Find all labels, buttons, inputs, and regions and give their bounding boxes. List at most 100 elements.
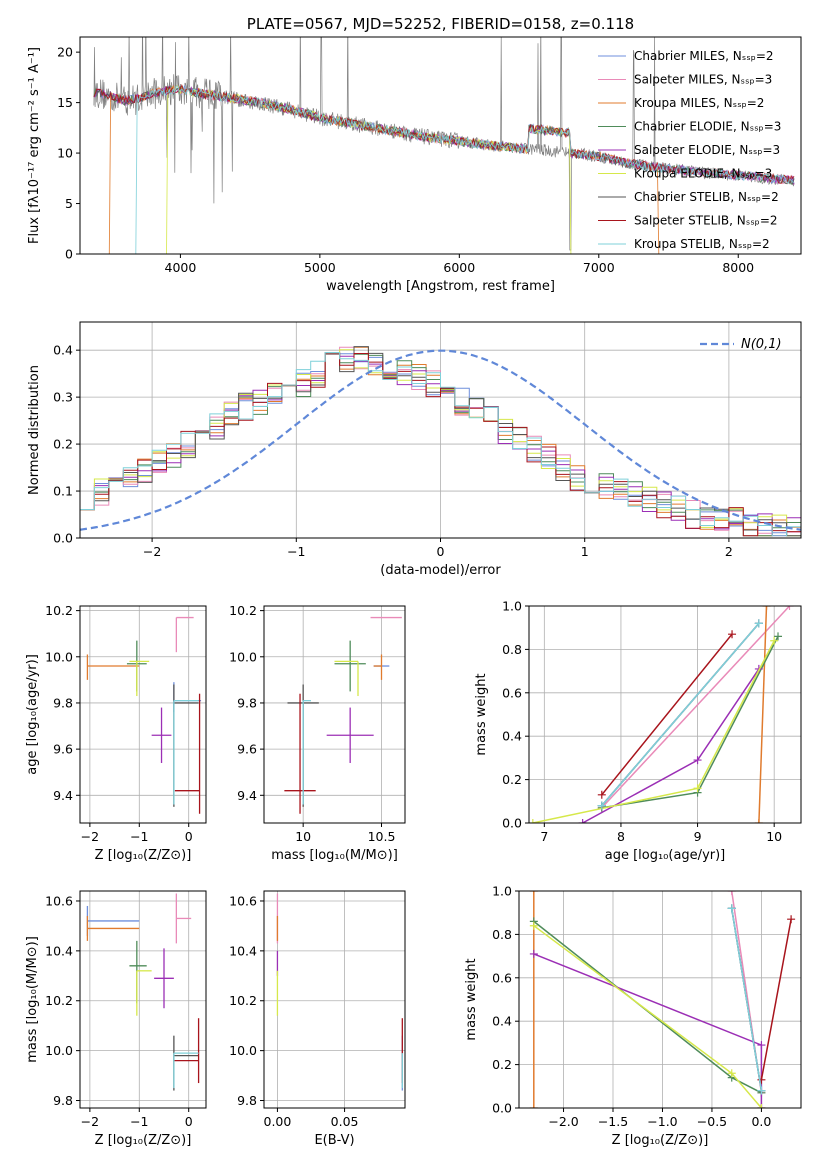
x-axis-label: Z [log₁₀(Z/Z⊙)] — [95, 1133, 192, 1148]
errorbar-salpeter-elodie — [154, 948, 174, 1009]
x-tick-label: 4000 — [165, 260, 197, 275]
axes: 4000 5000 6000 7000 8000 0 5 10 15 20 wavelength [… — [27, 15, 802, 294]
axes-frame — [518, 890, 802, 1109]
axes: −2 −1 0 9.8 10.0 10.2 10.4 10.6 Z [log₁₀(Z/Z⊙)] m… — [25, 890, 207, 1148]
x-tick-label: 8000 — [722, 260, 754, 275]
weight-marker — [770, 636, 779, 645]
weight-path — [533, 925, 762, 1108]
y-axis-label: age [log₁₀(age/yr)] — [25, 654, 40, 775]
weight-line-chabrier-elodie — [529, 917, 766, 1097]
legend: N(0,1) — [700, 337, 782, 352]
legend-entry: Salpeter MILES, Nₛₛₚ=3 — [634, 73, 772, 87]
plot-area — [86, 616, 202, 814]
y-axis-label: Flux [fλ10⁻¹⁷ erg cm⁻² s⁻¹ A⁻¹] — [27, 47, 42, 244]
legend-entry: Kroupa ELODIE, Nₛₛₚ=3 — [634, 167, 772, 181]
x-axis-label: age [log₁₀(age/yr)] — [605, 848, 726, 863]
axes-frame — [79, 890, 207, 1109]
y-tick-label: 0.6 — [502, 685, 522, 700]
weight-line-kroupa-miles — [754, 606, 771, 823]
axes-frame — [263, 890, 406, 1109]
x-tick-label: 0.0 — [751, 1114, 771, 1129]
x-tick-label: 0 — [437, 544, 445, 559]
model-spectrum-kroupa-stelib — [93, 85, 795, 254]
errorbar-salpeter-miles — [175, 616, 194, 653]
panel-0: 4000 5000 6000 7000 8000 0 5 10 15 20 wavelength [… — [27, 15, 802, 294]
legend-entry: Chabrier ELODIE, Nₛₛₚ=3 — [634, 120, 781, 134]
y-tick-label: 10.4 — [45, 943, 73, 958]
weight-line-kroupa-elodie — [529, 636, 779, 823]
weight-marker — [757, 1075, 766, 1084]
errorbar-salpeter-stelib — [284, 693, 316, 814]
weight-marker — [757, 1104, 766, 1108]
panel-1: −2 −1 0 1 2 0.0 0.1 0.2 0.3 0.4 (data-model)/error… — [27, 321, 802, 578]
axes-frame — [528, 605, 802, 824]
weight-marker — [757, 1086, 766, 1095]
y-tick-label: 0.6 — [492, 970, 512, 985]
weight-marker — [578, 819, 587, 823]
weight-marker — [727, 1069, 736, 1078]
y-tick-label: 1.0 — [492, 884, 512, 899]
legend-entry: Kroupa STELIB, Nₛₛₚ=2 — [634, 237, 770, 251]
weight-marker — [727, 904, 736, 913]
y-tick-label: 0.2 — [492, 1057, 512, 1072]
weight-line-kroupa-stelib — [597, 619, 763, 810]
weight-marker — [529, 891, 538, 895]
errorbar-salpeter-stelib — [173, 1018, 200, 1084]
weight-path — [601, 633, 733, 796]
plot-area — [529, 891, 796, 1108]
x-tick-label: 5000 — [304, 260, 336, 275]
x-tick-label: 10 — [766, 829, 782, 844]
axes: −2.0 −1.5 −1.0 −0.5 0.0 0.0 0.2 0.4 0.6 0.8 1.0 Z [… — [464, 884, 802, 1148]
errorbar-kroupa-miles — [373, 654, 383, 680]
panel-3: 10 10.5 9.4 9.6 9.8 10.0 10.2 mass [log₁₀(M/M⊙)… — [229, 603, 406, 863]
axes: 0.00 0.05 9.8 10.0 10.2 10.4 10.6 E(B-V) — [229, 890, 406, 1148]
weight-marker — [529, 1104, 538, 1108]
x-tick-label: 0 — [185, 829, 193, 844]
panel-4: 7 8 9 10 0.0 0.2 0.4 0.6 0.8 1.0 age [log₁₀(age/yr… — [474, 599, 802, 863]
weight-marker — [787, 915, 796, 924]
x-tick-label: 1 — [581, 544, 589, 559]
y-tick-label: 9.6 — [237, 742, 257, 757]
y-tick-label: 10.4 — [229, 943, 257, 958]
weight-line-salpeter-elodie — [578, 664, 763, 823]
axes: 7 8 9 10 0.0 0.2 0.4 0.6 0.8 1.0 age [log₁₀(age/yr… — [474, 599, 802, 863]
x-axis-label: mass [log₁₀(M/M⊙)] — [271, 848, 398, 863]
errorbar-kroupa-elodie — [136, 970, 152, 1016]
y-tick-label: 0.1 — [53, 484, 73, 499]
grid — [264, 891, 405, 1108]
plot-area — [284, 616, 402, 814]
grid — [80, 606, 206, 823]
errorbar-kroupa-elodie — [129, 660, 150, 697]
y-tick-label: 9.8 — [53, 1093, 73, 1108]
x-tick-label: −1 — [130, 829, 148, 844]
errorbar-kroupa-miles — [86, 915, 140, 941]
errorbar-salpeter-elodie — [151, 707, 172, 763]
y-tick-label: 10.6 — [45, 893, 73, 908]
weight-marker — [597, 790, 606, 799]
x-tick-label: 7 — [540, 829, 548, 844]
y-tick-label: 0.0 — [492, 1101, 512, 1116]
errorbar-salpeter-stelib — [174, 693, 201, 814]
weight-marker — [728, 630, 737, 639]
y-tick-label: 10.2 — [45, 993, 73, 1008]
y-tick-label: 20 — [57, 45, 73, 60]
y-tick-label: 10 — [57, 146, 73, 161]
y-tick-label: 9.6 — [53, 742, 73, 757]
weight-marker — [754, 819, 763, 823]
y-tick-label: 10.0 — [229, 1043, 257, 1058]
x-tick-label: 7000 — [583, 260, 615, 275]
y-tick-label: 0.8 — [492, 927, 512, 942]
legend-entry: Salpeter STELIB, Nₛₛₚ=2 — [634, 214, 778, 228]
gaussian-curve — [80, 349, 801, 531]
panel-7: −2.0 −1.5 −1.0 −0.5 0.0 0.0 0.2 0.4 0.6 0.8 1.0 Z [… — [464, 884, 802, 1148]
y-tick-label: 0.4 — [53, 343, 73, 358]
y-tick-label: 15 — [57, 95, 73, 110]
y-tick-label: 9.4 — [53, 788, 73, 803]
y-axis-label: Normed distribution — [27, 365, 42, 495]
weight-line-salpeter-stelib — [597, 630, 737, 799]
x-tick-label: 6000 — [443, 260, 475, 275]
errorbar-kroupa-miles — [86, 654, 140, 680]
legend-entry: Chabrier MILES, Nₛₛₚ=2 — [634, 49, 774, 63]
legend: Chabrier MILES, Nₛₛₚ=2 Salpeter MILES, Nₛ… — [598, 49, 781, 251]
